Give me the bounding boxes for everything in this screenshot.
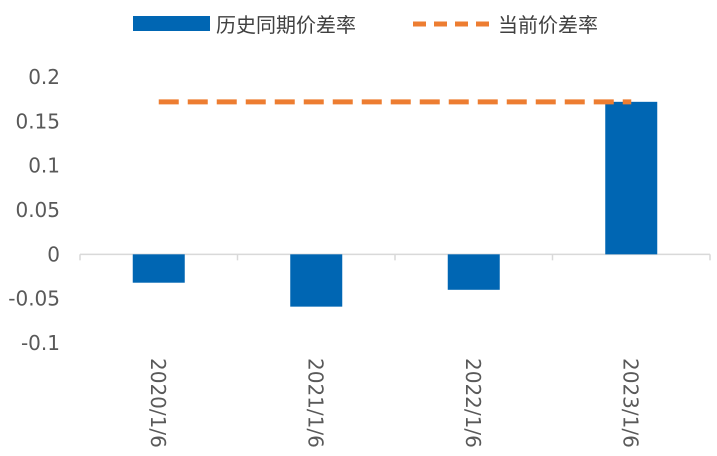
- y-axis-ticks: 0.2 0.15 0.1 0.05 0 -0.05 -0.1: [8, 65, 60, 355]
- legend-label-line: 当前价差率: [498, 13, 598, 37]
- y-tick-label: 0: [47, 242, 60, 266]
- y-tick-label: -0.05: [8, 287, 60, 311]
- legend-swatch-bar: [133, 16, 210, 31]
- bar: [447, 254, 500, 290]
- legend-label-bar: 历史同期价差率: [216, 13, 356, 37]
- bar-series: [132, 101, 658, 307]
- y-tick-label: 0.1: [28, 154, 60, 178]
- bar: [605, 101, 658, 255]
- y-tick-label: 0.05: [15, 198, 60, 222]
- y-tick-label: 0.15: [15, 109, 60, 133]
- bar: [132, 254, 185, 283]
- x-category-label: 2022/1/6: [461, 358, 485, 448]
- y-tick-label: 0.2: [28, 65, 60, 89]
- x-category-label: 2020/1/6: [146, 358, 170, 448]
- legend: 历史同期价差率 当前价差率: [133, 13, 598, 37]
- x-category-label: 2023/1/6: [618, 358, 642, 448]
- y-tick-label: -0.1: [21, 331, 60, 355]
- bar: [290, 254, 343, 307]
- x-axis: [79, 253, 711, 261]
- x-category-label: 2021/1/6: [303, 358, 327, 448]
- x-axis-categories: 2020/1/6 2021/1/6 2022/1/6 2023/1/6: [146, 358, 643, 448]
